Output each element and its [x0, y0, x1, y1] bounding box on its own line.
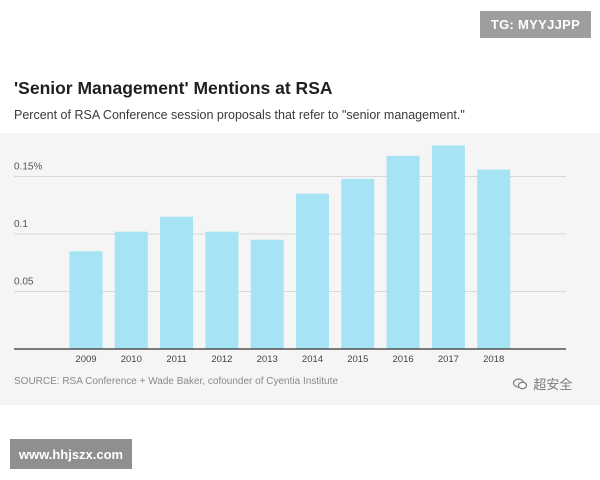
watermark-logo-text: 超安全	[533, 377, 573, 392]
source-note: SOURCE: RSA Conference + Wade Baker, cof…	[14, 376, 338, 387]
bar	[341, 178, 375, 349]
y-tick-label: 0.1	[14, 219, 28, 230]
wechat-bubble-icon	[512, 378, 530, 392]
x-tick-label: 2016	[393, 354, 414, 365]
x-tick-label: 2018	[483, 354, 504, 365]
x-tick-label: 2009	[75, 354, 96, 365]
bar	[386, 155, 420, 349]
bar	[69, 251, 103, 349]
bar	[160, 216, 194, 349]
bar	[250, 239, 284, 349]
x-tick-label: 2010	[121, 354, 142, 365]
chart-subtitle: Percent of RSA Conference session propos…	[14, 108, 465, 122]
top-watermark-tag: TG: MYYJJPP	[480, 11, 591, 38]
bar	[477, 169, 511, 349]
bar	[296, 193, 329, 349]
y-tick-label: 0.05	[14, 277, 34, 288]
chart-title: 'Senior Management' Mentions at RSA	[14, 78, 333, 98]
x-tick-label: 2012	[211, 354, 232, 365]
y-tick-label: 0.15%	[14, 162, 42, 173]
x-tick-label: 2011	[166, 354, 186, 365]
bar	[114, 231, 148, 349]
x-tick-label: 2015	[347, 354, 368, 365]
x-tick-label: 2014	[302, 354, 323, 365]
bar	[431, 145, 465, 349]
x-tick-label: 2013	[257, 354, 278, 365]
x-tick-label: 2017	[438, 354, 459, 365]
bar	[205, 231, 239, 349]
bottom-watermark-tag: www.hhjszx.com	[10, 439, 132, 469]
watermark-logo: 超安全	[512, 374, 573, 393]
